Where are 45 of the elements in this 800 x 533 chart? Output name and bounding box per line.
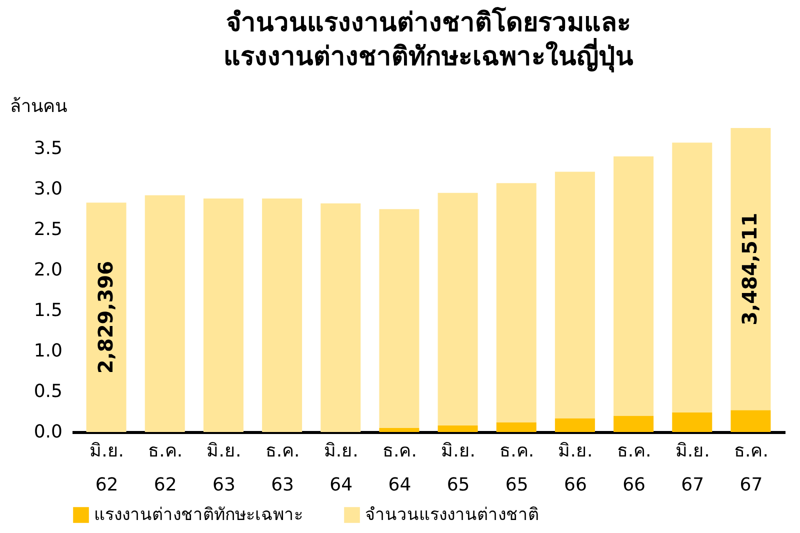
x-tick-label: มิ.ย. 67 (675, 440, 710, 496)
legend-label: จำนวนแรงงานต่างชาติ (365, 505, 539, 525)
bar (672, 412, 712, 432)
y-tick-label: 1.5 (34, 300, 62, 321)
bar (379, 428, 420, 432)
x-tick-label: ธ.ค. 62 (148, 440, 183, 496)
bar (614, 156, 654, 416)
bar (554, 418, 595, 432)
y-tick-label: 1.0 (34, 340, 62, 362)
bar (438, 192, 478, 426)
bar (496, 183, 536, 422)
annotation: 3,484,511 (738, 212, 762, 326)
x-tick-label: ธ.ค. 63 (265, 440, 300, 496)
bar (672, 142, 712, 413)
y-axis-title: ล้านคน (10, 96, 67, 117)
bar (203, 198, 244, 432)
x-tick-label: ธ.ค. 64 (382, 440, 417, 496)
x-tick-label: มิ.ย. 65 (441, 440, 476, 496)
x-tick-label: มิ.ย. 64 (324, 440, 358, 496)
y-tick-label: 3.0 (34, 178, 62, 200)
bar (730, 410, 771, 432)
x-tick-label: ธ.ค. 65 (500, 440, 534, 496)
y-tick-label: 0.5 (34, 380, 62, 402)
chart-title: จำนวนแรงงานต่างชาติโดยรวมและ แรงงานต่างชาติทักษะเฉพาะในญี่ปุ่น (224, 6, 634, 73)
y-tick-label: 2.5 (34, 218, 62, 240)
x-tick-label: มิ.ย. 66 (558, 440, 593, 496)
bar (86, 202, 126, 432)
x-tick-label: ธ.ค. 67 (734, 440, 768, 496)
bar (262, 198, 302, 432)
x-tick-label: ธ.ค. 66 (616, 440, 652, 496)
y-tick-label: 0.0 (34, 422, 62, 442)
bar (730, 128, 771, 410)
bar (144, 195, 185, 432)
bar (554, 172, 595, 418)
x-tick-label: มิ.ย. 62 (90, 440, 124, 496)
annotation: 2,829,396 (93, 260, 118, 374)
bar (496, 422, 536, 432)
x-tick-label: มิ.ย. 63 (206, 440, 242, 496)
bar (320, 203, 361, 432)
y-tick-label: 3.5 (34, 138, 62, 159)
legend-label: แรงงานต่างชาติทักษะเฉพาะ (94, 505, 303, 525)
bar (614, 416, 654, 432)
y-tick-label: 2.0 (34, 259, 62, 280)
bar (379, 209, 420, 428)
bar (438, 426, 478, 432)
